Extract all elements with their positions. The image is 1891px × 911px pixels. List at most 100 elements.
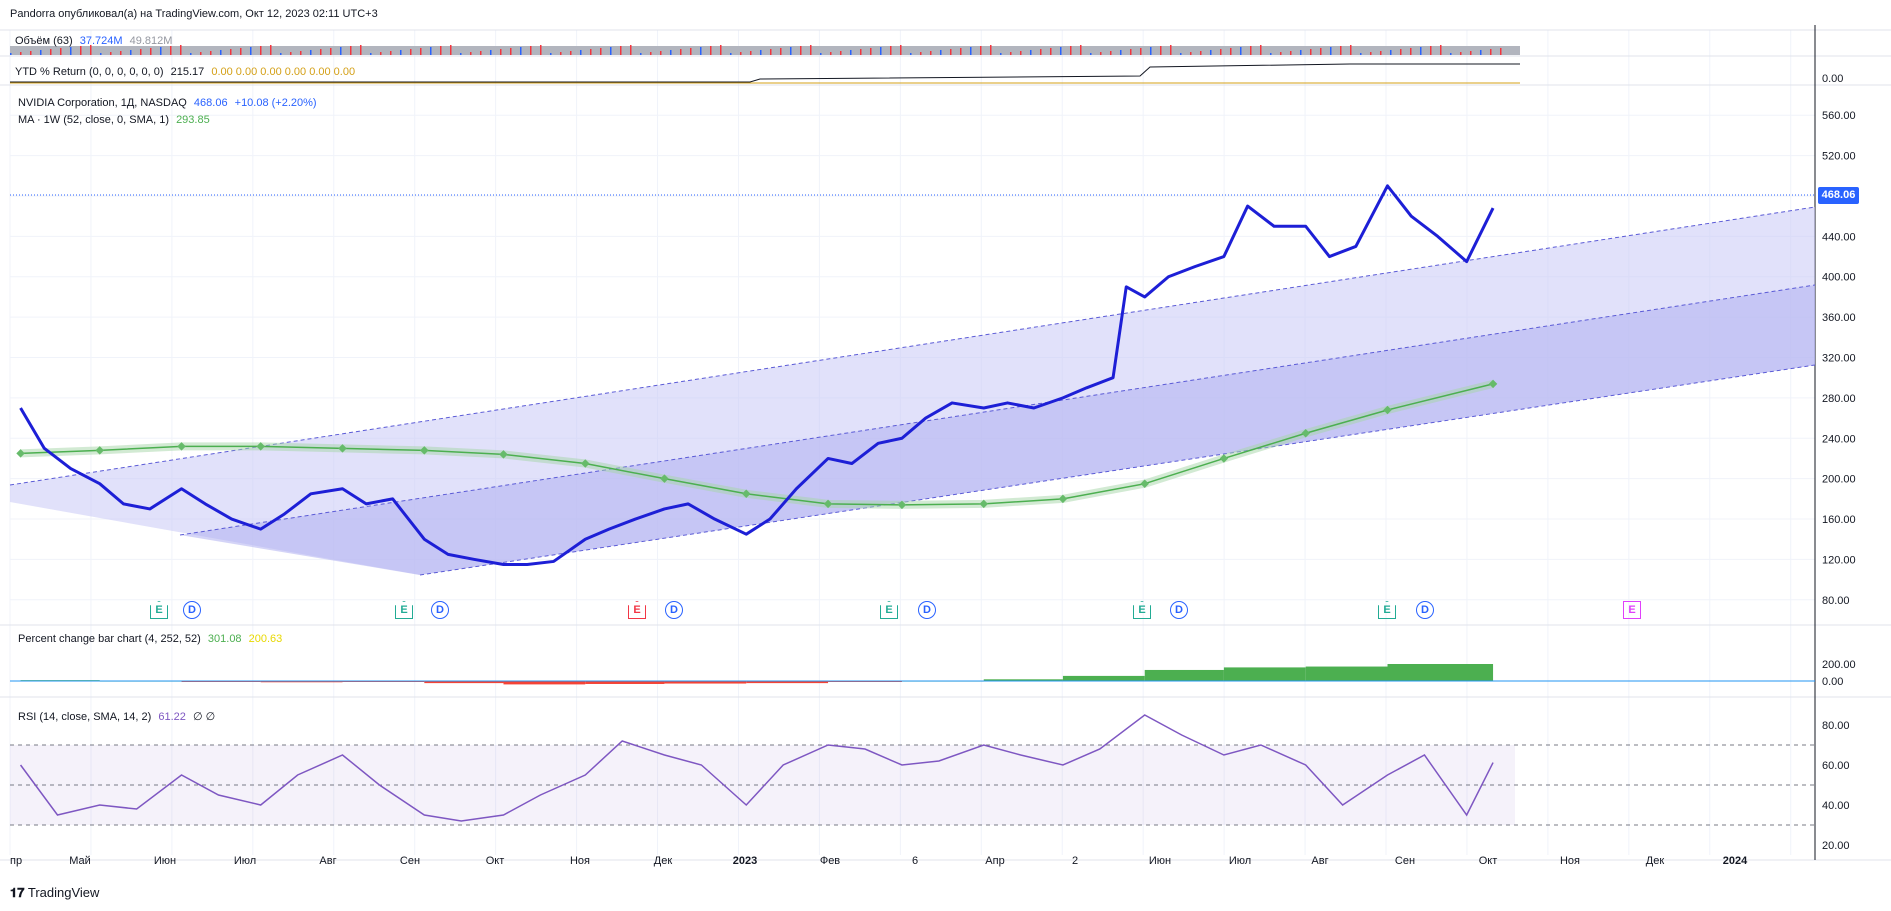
- volume-bar: [780, 48, 782, 55]
- earnings-event-icon[interactable]: E: [1378, 601, 1396, 619]
- price-tick-label: 520.00: [1822, 151, 1856, 163]
- last-price-tag: 468.06: [1818, 187, 1859, 204]
- earnings-event-icon[interactable]: E: [628, 601, 646, 619]
- earnings-event-icon[interactable]: E: [150, 601, 168, 619]
- volume-bar: [680, 49, 682, 55]
- volume-bar: [580, 50, 582, 55]
- volume-bar: [1010, 52, 1012, 55]
- volume-bar: [860, 49, 862, 55]
- pct-value-1: 301.08: [207, 633, 242, 645]
- earnings-event-icon[interactable]: E: [1133, 601, 1151, 619]
- dividend-event-icon[interactable]: D: [1170, 601, 1188, 619]
- volume-bar: [670, 50, 672, 55]
- volume-bar: [610, 47, 612, 55]
- volume-bar: [1080, 45, 1082, 55]
- earnings-event-icon[interactable]: E: [395, 601, 413, 619]
- dividend-event-icon[interactable]: D: [918, 601, 936, 619]
- time-tick-label: Дек: [1646, 855, 1665, 867]
- volume-bar: [120, 51, 122, 55]
- volume-bar: [1480, 50, 1482, 55]
- volume-bar: [280, 53, 282, 55]
- volume-value-2: 49.812M: [129, 35, 173, 47]
- pct-legend[interactable]: Percent change bar chart (4, 252, 52) 30…: [18, 633, 286, 645]
- volume-bar: [1260, 45, 1262, 55]
- ytd-legend[interactable]: YTD % Return (0, 0, 0, 0, 0, 0) 215.17 0…: [15, 66, 359, 78]
- time-tick-label: Сен: [400, 855, 420, 867]
- volume-bar: [1270, 53, 1272, 55]
- volume-bar: [1340, 46, 1342, 55]
- volume-bar: [420, 48, 422, 55]
- time-tick-label: 2024: [1723, 855, 1748, 867]
- dividend-event-icon[interactable]: D: [431, 601, 449, 619]
- percent-change-bars: [10, 664, 1815, 685]
- volume-bar: [1360, 53, 1362, 55]
- volume-bar: [320, 49, 322, 55]
- pct-bar: [585, 681, 665, 684]
- volume-bar: [1230, 48, 1232, 55]
- time-tick-label: 2023: [733, 855, 757, 867]
- volume-bar: [220, 50, 222, 55]
- volume-bar: [1130, 49, 1132, 55]
- ma-point: [256, 442, 265, 451]
- ma-value: 293.85: [176, 114, 210, 126]
- volume-bar: [530, 46, 532, 55]
- volume-bar: [390, 51, 392, 55]
- volume-bar: [360, 45, 362, 55]
- price-line: [19, 184, 1495, 566]
- dividend-event-icon[interactable]: D: [665, 601, 683, 619]
- ytd-line: [10, 63, 1520, 83]
- ma-point: [897, 500, 907, 510]
- time-tick-label: 6: [912, 855, 918, 867]
- main-legend[interactable]: NVIDIA Corporation, 1Д, NASDAQ 468.06 +1…: [18, 97, 321, 109]
- volume-bar: [590, 49, 592, 55]
- brand-name: TradingView: [27, 885, 100, 900]
- volume-bar: [710, 46, 712, 55]
- tradingview-logo-icon: 𝟏𝟕: [10, 885, 25, 900]
- earnings-event-icon[interactable]: E: [880, 601, 898, 619]
- ytd-value: 215.17: [170, 66, 205, 78]
- volume-bar: [900, 45, 902, 55]
- earnings-event-icon[interactable]: E: [1623, 601, 1641, 619]
- volume-bar: [300, 51, 302, 55]
- channel-upper-fill: [10, 207, 1815, 575]
- ma-point: [1058, 494, 1068, 504]
- volume-bar: [1350, 45, 1352, 55]
- volume-legend[interactable]: Объём (63) 37.724M 49.812M: [15, 35, 176, 47]
- dividend-event-icon[interactable]: D: [1416, 601, 1434, 619]
- volume-bar: [1440, 45, 1442, 55]
- volume-bar: [870, 48, 872, 55]
- ma-point: [177, 442, 186, 451]
- ma-point: [581, 459, 590, 468]
- volume-bar: [1200, 51, 1202, 55]
- volume-bar: [560, 52, 562, 55]
- volume-bar: [1000, 53, 1002, 55]
- volume-bar: [370, 53, 372, 55]
- channel-line: [9, 206, 1816, 486]
- pct-bar: [1062, 675, 1145, 681]
- ma-legend[interactable]: MA · 1W (52, close, 0, SMA, 1) 293.85: [18, 114, 214, 126]
- volume-bar: [450, 45, 452, 55]
- rsi-legend[interactable]: RSI (14, close, SMA, 14, 2) 61.22 ∅ ∅: [18, 710, 219, 723]
- ma-point: [420, 446, 429, 455]
- dividend-event-icon[interactable]: D: [183, 601, 201, 619]
- footer-brand[interactable]: 𝟏𝟕 TradingView: [10, 885, 99, 901]
- volume-bar: [70, 47, 72, 55]
- volume-bar: [740, 52, 742, 55]
- time-tick-label: Май: [69, 855, 91, 867]
- price-tick-label: 360.00: [1822, 312, 1856, 324]
- volume-bar: [1020, 51, 1022, 55]
- volume-bar: [470, 52, 472, 55]
- rsi-pane: [10, 714, 1815, 826]
- volume-band: [10, 46, 1520, 55]
- pct-tick-label: 0.00: [1822, 676, 1843, 688]
- volume-bar: [1460, 52, 1462, 55]
- volume-bar: [1450, 53, 1452, 55]
- volume-bar: [1170, 45, 1172, 55]
- volume-bar: [1190, 52, 1192, 55]
- time-tick-label: пр: [10, 855, 22, 867]
- price-tick-label: 80.00: [1822, 595, 1850, 607]
- volume-bar: [1290, 51, 1292, 55]
- time-tick-label: Апр: [985, 855, 1004, 867]
- ma-point: [499, 450, 508, 459]
